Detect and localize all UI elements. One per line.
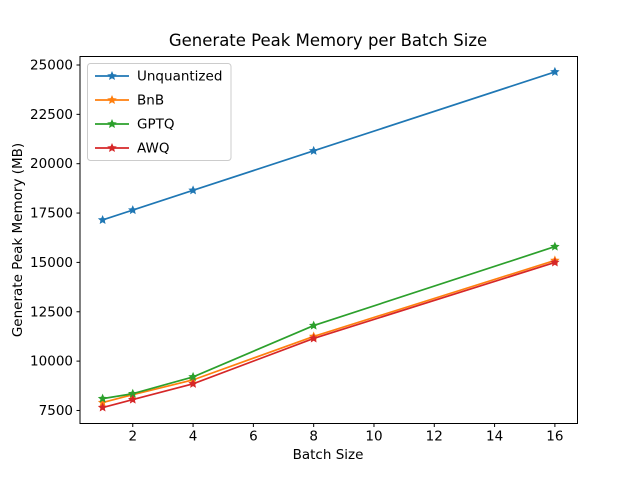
- x-tick-label: 16: [546, 429, 563, 445]
- y-tick-label: 22500: [30, 107, 73, 123]
- x-axis-label: Batch Size: [293, 447, 364, 463]
- legend-marker-unquantized: [107, 71, 117, 81]
- x-tick-label: 14: [486, 429, 503, 445]
- x-tick-label: 2: [128, 429, 137, 445]
- data-point-awq-batch-1: [97, 402, 108, 412]
- x-tick-label: 12: [426, 429, 443, 445]
- data-point-unquantized-batch-4: [188, 185, 198, 195]
- axes-spines: [79, 56, 578, 424]
- legend-label-unquantized: Unquantized: [137, 69, 222, 85]
- data-point-gptq-batch-16: [550, 241, 560, 251]
- legend-label-bnb: BnB: [137, 93, 164, 109]
- chart-title: Generate Peak Memory per Batch Size: [169, 31, 487, 50]
- y-tick-label: 20000: [30, 156, 73, 172]
- y-tick-label: 15000: [30, 255, 73, 271]
- x-tick-label: 8: [309, 429, 318, 445]
- data-point-awq-batch-8: [308, 333, 319, 343]
- y-tick-label: 25000: [30, 57, 73, 73]
- data-point-unquantized-batch-1: [97, 214, 108, 225]
- data-point-gptq-batch-1: [97, 393, 108, 403]
- x-tick-label: 6: [249, 429, 258, 445]
- legend-marker-gptq: [107, 119, 117, 129]
- legend: Unquantized BnB GPTQ AWQ: [87, 63, 232, 161]
- x-tick-label: 4: [189, 429, 198, 445]
- data-point-unquantized-batch-2: [128, 205, 138, 215]
- y-axis-label: Generate Peak Memory (MB): [10, 143, 26, 337]
- x-tick-label: 10: [365, 429, 382, 445]
- legend-marker-awq: [107, 143, 117, 153]
- data-point-gptq-batch-2: [128, 388, 138, 398]
- data-point-awq-batch-4: [188, 378, 198, 388]
- data-point-gptq-batch-8: [308, 320, 319, 330]
- data-point-unquantized-batch-8: [308, 145, 319, 155]
- data-point-gptq-batch-4: [188, 371, 198, 381]
- legend-label-awq: AWQ: [137, 141, 169, 157]
- data-point-unquantized-batch-16: [550, 66, 560, 76]
- y-tick-label: 10000: [30, 354, 73, 370]
- data-point-bnb-batch-1: [97, 397, 108, 407]
- y-tick-label: 7500: [39, 403, 73, 419]
- data-point-awq-batch-16: [550, 257, 560, 267]
- data-point-awq-batch-2: [128, 394, 138, 404]
- series-line-bnb: [102, 259, 556, 404]
- legend-box: [87, 63, 232, 161]
- y-tick-label: 12500: [30, 304, 73, 320]
- legend-label-gptq: GPTQ: [137, 117, 174, 133]
- legend-marker-bnb: [107, 95, 117, 105]
- series-line-gptq: [102, 245, 556, 400]
- y-tick-label: 17500: [30, 206, 73, 222]
- plot-area: 2 4 6 8 10 12 14 16 7500 10000 12500 15000 17500 2000…: [30, 56, 578, 445]
